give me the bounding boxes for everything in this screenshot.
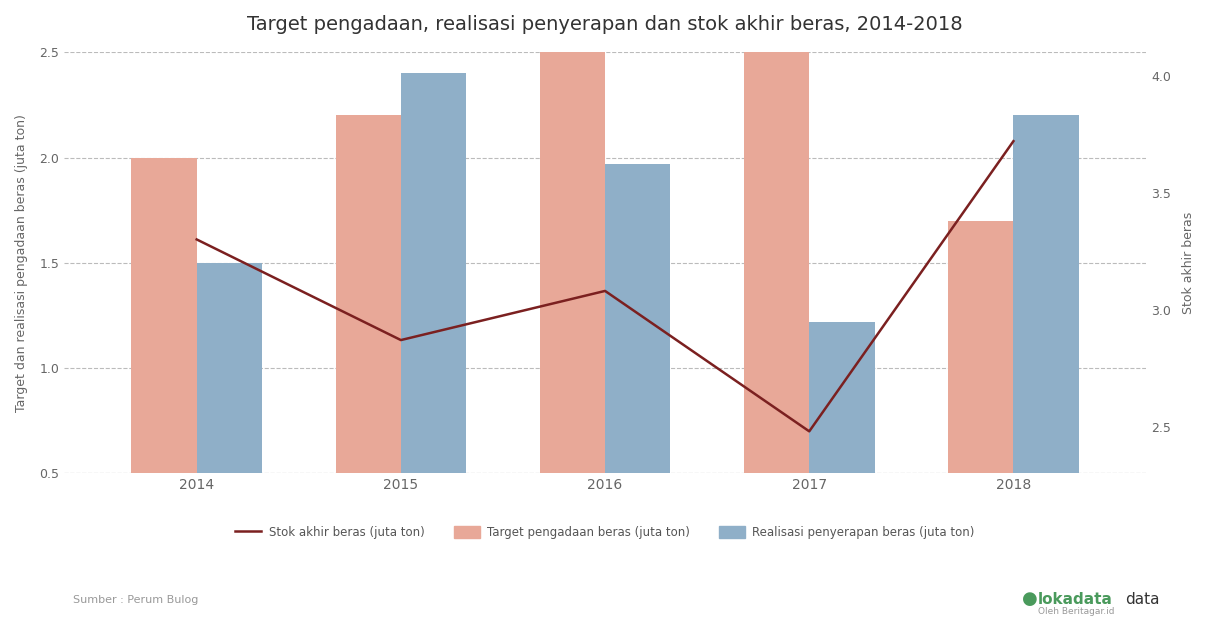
Text: lokadata: lokadata xyxy=(1038,592,1113,607)
Y-axis label: Target dan realisasi pengadaan beras (juta ton): Target dan realisasi pengadaan beras (ju… xyxy=(15,114,28,412)
Bar xyxy=(197,263,263,474)
Title: Target pengadaan, realisasi penyerapan dan stok akhir beras, 2014-2018: Target pengadaan, realisasi penyerapan d… xyxy=(247,15,963,34)
Bar xyxy=(401,73,466,474)
Bar xyxy=(132,158,197,474)
Y-axis label: Stok akhir beras: Stok akhir beras xyxy=(1182,212,1195,314)
Text: data: data xyxy=(1125,592,1160,607)
Bar xyxy=(335,116,401,474)
Legend: Stok akhir beras (juta ton), Target pengadaan beras (juta ton), Realisasi penyer: Stok akhir beras (juta ton), Target peng… xyxy=(231,521,979,544)
Text: ●: ● xyxy=(1022,590,1038,608)
Bar xyxy=(1014,116,1079,474)
Text: Oleh Beritagar.id: Oleh Beritagar.id xyxy=(1038,607,1114,616)
Bar xyxy=(744,10,809,474)
Bar xyxy=(540,0,605,474)
Bar xyxy=(605,164,670,474)
Text: Sumber : Perum Bulog: Sumber : Perum Bulog xyxy=(73,595,198,605)
Bar xyxy=(949,220,1014,474)
Bar xyxy=(809,322,875,474)
